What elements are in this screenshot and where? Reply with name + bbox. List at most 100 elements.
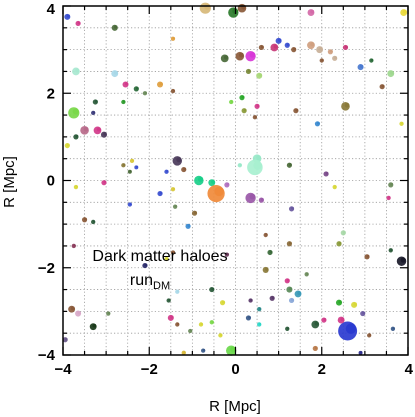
- halo-marker-clump: [230, 100, 234, 103]
- halo-marker-clump: [202, 348, 206, 352]
- halo-marker-clump: [344, 102, 350, 108]
- x-tick-label: 4: [405, 361, 414, 378]
- halo-marker-clump: [66, 143, 70, 147]
- y-tick-label: 2: [47, 85, 55, 102]
- halo-marker-clump: [226, 182, 230, 186]
- halo-marker-clump: [107, 311, 111, 315]
- halo-marker-clump: [103, 180, 107, 184]
- halo-marker-clump: [338, 300, 342, 304]
- halo-marker-clump: [329, 49, 333, 53]
- halo-marker-clump: [174, 204, 178, 208]
- halo-marker-clump: [211, 320, 214, 323]
- halo-marker-clump: [214, 186, 224, 197]
- halo-marker-clump: [129, 202, 132, 206]
- halo-marker-clump: [260, 198, 264, 201]
- halo-marker-clump: [288, 163, 292, 167]
- halo-marker-clump: [297, 291, 302, 295]
- halo-marker-clump: [75, 185, 78, 188]
- halo-marker-clump: [166, 257, 169, 260]
- halo-marker-clump: [291, 206, 294, 210]
- halo-marker-clump: [368, 333, 372, 337]
- halo-marker-clump: [200, 322, 203, 326]
- halo-marker-clump: [318, 46, 323, 51]
- halo-marker-clump: [144, 91, 147, 94]
- halo-marker-clump: [70, 306, 75, 311]
- halo-marker-clump: [247, 69, 251, 73]
- halo-marker-clump: [241, 95, 245, 99]
- halo-marker-clump: [258, 322, 262, 326]
- halo-marker-clump: [204, 3, 211, 10]
- halo-marker-clump: [170, 315, 174, 319]
- halo-marker-clump: [388, 196, 391, 199]
- halo-marker-clump: [271, 296, 275, 300]
- annotation-subscript: DM: [153, 280, 170, 292]
- halo-marker-clump: [256, 104, 260, 108]
- halo-marker-clump: [66, 14, 71, 18]
- halo-marker-clump: [187, 224, 191, 228]
- halo-marker-clump: [265, 233, 268, 236]
- halo-marker-clump: [96, 127, 101, 132]
- halo-marker-clump: [64, 337, 68, 341]
- halo-marker-clump: [114, 70, 118, 75]
- halo-marker-clump: [131, 159, 134, 162]
- x-tick-label: −4: [54, 361, 72, 378]
- halo-marker-clump: [392, 327, 395, 330]
- halo-marker-clump: [338, 241, 342, 245]
- annotation-line1: Dark matter haloes: [92, 248, 227, 265]
- halo-marker-clump: [381, 84, 385, 88]
- halo-marker-clump: [390, 248, 393, 251]
- annotation-run: run: [130, 272, 153, 289]
- halo-marker-clump: [286, 43, 290, 47]
- halo-marker-clump: [253, 161, 262, 170]
- axis-ticks: [62, 5, 409, 356]
- halo-marker-clump: [325, 171, 329, 175]
- x-tick-label: 2: [318, 361, 326, 378]
- halo-marker-clump: [129, 170, 132, 173]
- x-axis-label: R [Mpc]: [209, 398, 261, 415]
- halo-marker-clump: [183, 167, 187, 171]
- halo-marker-clump: [269, 250, 273, 254]
- halo-marker-clump: [176, 157, 182, 163]
- halo-marker-clump: [238, 52, 244, 58]
- halo-marker-clump: [114, 25, 118, 29]
- halo-marker-clump: [254, 115, 257, 118]
- halo-marker-clump: [73, 244, 76, 247]
- halo-marker-clump: [250, 298, 253, 302]
- halo-marker-clump: [243, 108, 247, 112]
- halo-marker-clump: [183, 351, 186, 354]
- halo-marker-clump: [402, 9, 407, 14]
- halo-marker-clump: [295, 108, 299, 112]
- halo-marker-clump: [176, 322, 180, 326]
- halo-marker-clump: [230, 346, 236, 353]
- halo-marker-clump: [366, 254, 370, 258]
- halo-marker-clump: [77, 311, 81, 315]
- halo-marker-clump: [92, 220, 96, 223]
- halo-marker-clump: [122, 163, 126, 166]
- halo-marker-clump: [249, 193, 256, 200]
- halo-marker-clump: [314, 346, 318, 350]
- halo-marker-clump: [194, 211, 197, 214]
- halo-marker-clump: [291, 298, 294, 302]
- halo-marker-clump: [223, 55, 229, 60]
- halo-marker-clump: [390, 70, 394, 75]
- y-tick-label: −2: [38, 260, 55, 277]
- x-tick-label: 0: [231, 361, 239, 378]
- halo-marker-clump: [159, 191, 163, 195]
- halo-marker-clump: [390, 182, 394, 186]
- halo-marker-clump: [334, 56, 338, 60]
- annotation-line2: runDM: [130, 272, 170, 292]
- halo-marker-clump: [176, 290, 180, 293]
- halo-markers: [62, 2, 408, 356]
- halo-marker-clump: [122, 100, 126, 103]
- halo-marker-clump: [316, 121, 320, 125]
- halo-marker-clump: [345, 323, 357, 334]
- halo-marker-clump: [370, 58, 374, 62]
- halo-marker-clump: [172, 187, 175, 190]
- halo-marker-clump: [258, 307, 262, 310]
- halo-marker-clump: [258, 73, 262, 77]
- halo-marker-clump: [265, 267, 269, 271]
- halo-marker-clump: [168, 298, 171, 302]
- halo-marker-clump: [293, 47, 297, 51]
- halo-marker-clump: [211, 179, 215, 184]
